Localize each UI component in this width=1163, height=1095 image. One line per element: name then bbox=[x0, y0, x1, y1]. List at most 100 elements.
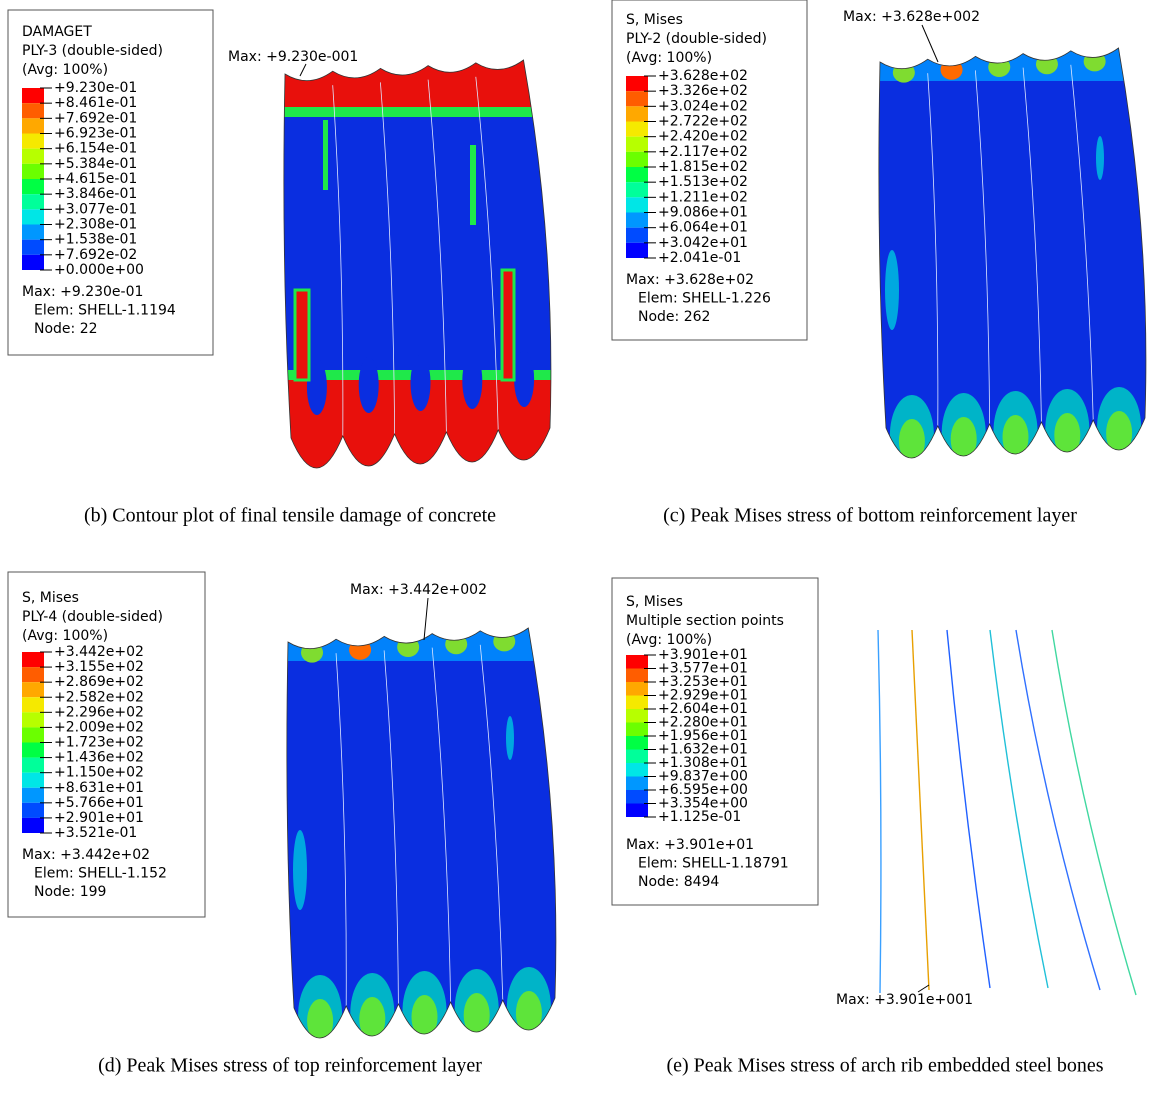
legend-stat: Elem: SHELL-1.226 bbox=[638, 291, 771, 307]
legend-value: +2.582e+02 bbox=[54, 689, 144, 705]
legend-swatch bbox=[22, 148, 44, 164]
legend-swatch bbox=[22, 103, 44, 119]
shell-body bbox=[286, 628, 556, 1039]
shell-body bbox=[878, 48, 1146, 459]
legend-swatch bbox=[22, 88, 44, 104]
legend-value: +2.604e+01 bbox=[658, 701, 748, 717]
damage-gap bbox=[306, 359, 327, 415]
legend-title: (Avg: 100%) bbox=[22, 62, 108, 78]
legend-value: +2.929e+01 bbox=[658, 688, 748, 704]
legend-value: +8.631e+01 bbox=[54, 780, 144, 796]
shell-body bbox=[283, 60, 551, 469]
stress-bottom-hot bbox=[463, 993, 490, 1037]
legend-title: S, Mises bbox=[22, 590, 79, 606]
legend-swatch bbox=[626, 76, 648, 92]
max-label: Max: +3.901e+001 bbox=[836, 992, 973, 1008]
rib-line bbox=[1022, 67, 1042, 423]
legend-swatch bbox=[626, 790, 648, 804]
legend-swatch bbox=[22, 239, 44, 255]
legend-value: +1.815e+02 bbox=[658, 159, 748, 175]
stress-bottom-hot bbox=[1106, 411, 1133, 455]
stress-bottom-hot bbox=[898, 419, 925, 459]
damage-streak bbox=[500, 268, 516, 382]
legend-value: +1.211e+02 bbox=[658, 189, 748, 205]
legend-title: DAMAGET bbox=[22, 24, 92, 40]
legend-value: +7.692e-02 bbox=[54, 247, 137, 263]
legend-swatch bbox=[22, 697, 44, 713]
stress-top-hot bbox=[397, 637, 420, 657]
legend-value: +3.521e-01 bbox=[54, 825, 137, 841]
legend-title: Multiple section points bbox=[626, 613, 784, 629]
legend-swatch bbox=[626, 695, 648, 709]
stress-top-hot bbox=[493, 631, 516, 652]
legend-value: +3.628e+02 bbox=[658, 68, 748, 84]
legend-value: +1.513e+02 bbox=[658, 174, 748, 190]
max-label: Max: +9.230e-001 bbox=[228, 49, 358, 65]
legend-swatch bbox=[22, 712, 44, 728]
legend-value: +2.009e+02 bbox=[54, 719, 144, 735]
legend-swatch bbox=[22, 179, 44, 195]
legend-swatch bbox=[626, 136, 648, 152]
legend-value: +6.595e+00 bbox=[658, 782, 748, 798]
legend-stat: Elem: SHELL-1.18791 bbox=[638, 856, 789, 872]
caption: (d) Peak Mises stress of top reinforceme… bbox=[98, 1055, 482, 1077]
stress-top-hot bbox=[349, 639, 372, 660]
legend-value: +1.150e+02 bbox=[54, 765, 144, 781]
stress-bottom-hot bbox=[950, 417, 977, 459]
legend-swatch bbox=[626, 803, 648, 817]
max-pointer bbox=[917, 984, 930, 993]
legend-title: S, Mises bbox=[626, 594, 683, 610]
legend-value: +0.000e+00 bbox=[54, 262, 144, 278]
stress-top-hot bbox=[892, 62, 915, 83]
steel-bone bbox=[877, 629, 882, 994]
legend-value: +3.024e+02 bbox=[658, 98, 748, 114]
legend-value: +2.869e+02 bbox=[54, 674, 144, 690]
legend-swatch bbox=[22, 652, 44, 668]
max-pointer bbox=[299, 63, 307, 77]
rib-line bbox=[383, 650, 399, 1005]
stress-bottom-hot bbox=[411, 995, 438, 1039]
stress-side bbox=[506, 716, 514, 760]
legend-swatch bbox=[22, 194, 44, 210]
legend-value: +2.041e-01 bbox=[658, 250, 741, 266]
stress-bottom-hot bbox=[307, 999, 334, 1039]
legend-swatch bbox=[22, 163, 44, 179]
legend-value: +3.077e-01 bbox=[54, 201, 137, 217]
legend-swatch bbox=[22, 817, 44, 833]
legend-value: +6.923e-01 bbox=[54, 126, 137, 142]
max-label: Max: +3.628e+002 bbox=[843, 9, 980, 25]
stress-side bbox=[1096, 136, 1104, 180]
legend-swatch bbox=[626, 682, 648, 696]
stress-top-hot bbox=[445, 634, 468, 655]
legend-stat: Node: 262 bbox=[638, 309, 710, 325]
legend-swatch bbox=[626, 709, 648, 723]
shell-outline bbox=[878, 47, 1147, 459]
shell-outline bbox=[286, 627, 557, 1039]
legend-title: S, Mises bbox=[626, 12, 683, 28]
legend-value: +1.538e-01 bbox=[54, 232, 137, 248]
rib-line bbox=[431, 647, 451, 1003]
legend-value: +2.296e+02 bbox=[54, 704, 144, 720]
legend-value: +3.042e+01 bbox=[658, 235, 748, 251]
legend-value: +1.956e+01 bbox=[658, 728, 748, 744]
caption: (e) Peak Mises stress of arch rib embedd… bbox=[666, 1055, 1103, 1077]
legend-swatch bbox=[22, 224, 44, 240]
legend-swatch bbox=[22, 133, 44, 149]
shell-contour bbox=[878, 48, 1146, 459]
legend-stat: Elem: SHELL-1.1194 bbox=[34, 303, 176, 319]
rib-line bbox=[335, 653, 347, 1007]
legend-swatch bbox=[22, 118, 44, 134]
rib-line bbox=[475, 76, 499, 431]
stress-bottom-hot bbox=[359, 997, 386, 1039]
legend-value: +5.766e+01 bbox=[54, 795, 144, 811]
legend-value: +8.461e-01 bbox=[54, 95, 137, 111]
steel-bone bbox=[989, 629, 1049, 989]
legend-swatch bbox=[626, 151, 648, 167]
stress-side bbox=[885, 250, 899, 330]
legend-value: +9.086e+01 bbox=[658, 205, 748, 221]
legend-swatch bbox=[626, 655, 648, 669]
damage-streak bbox=[323, 120, 328, 190]
legend-swatch bbox=[22, 667, 44, 683]
legend-value: +3.354e+00 bbox=[658, 796, 748, 812]
